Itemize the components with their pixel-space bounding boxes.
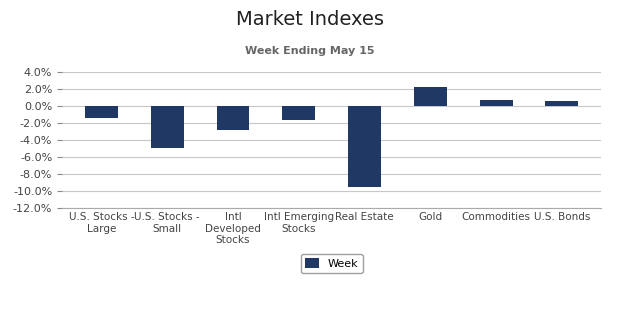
Bar (282, 106, 315, 120)
Bar (480, 100, 513, 106)
Bar (414, 87, 447, 106)
Bar (151, 106, 184, 148)
Legend: Week: Week (301, 254, 363, 273)
Text: Week Ending May 15: Week Ending May 15 (246, 46, 374, 56)
Bar (546, 100, 578, 106)
Bar (85, 106, 118, 118)
Bar (216, 106, 249, 129)
Text: Market Indexes: Market Indexes (236, 10, 384, 29)
Bar (348, 106, 381, 187)
